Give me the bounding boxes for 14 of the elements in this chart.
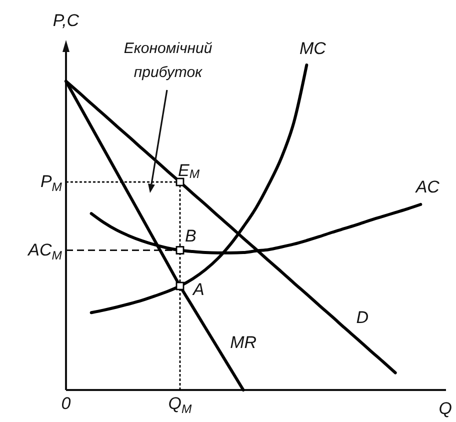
- ref-line-label: P$_{M}$: [40, 172, 63, 194]
- annotation: A: [192, 280, 204, 298]
- series-label: MC: [299, 38, 327, 58]
- x-axis-title: Q: [438, 399, 452, 418]
- annotation: B: [185, 226, 196, 245]
- y-axis-title: P,C: [52, 11, 80, 30]
- annotation: Економічний прибуток: [124, 40, 213, 80]
- series-label: D: [356, 307, 368, 326]
- series-label: AC: [414, 176, 440, 196]
- annotation: E$_{M}$: [178, 160, 200, 182]
- x-tick-label: 0: [61, 394, 72, 413]
- series-label: MR: [230, 332, 257, 352]
- ref-line-label: AC$_{M}$: [27, 240, 63, 262]
- x-tick-label: Q$_{M}$: [168, 394, 193, 416]
